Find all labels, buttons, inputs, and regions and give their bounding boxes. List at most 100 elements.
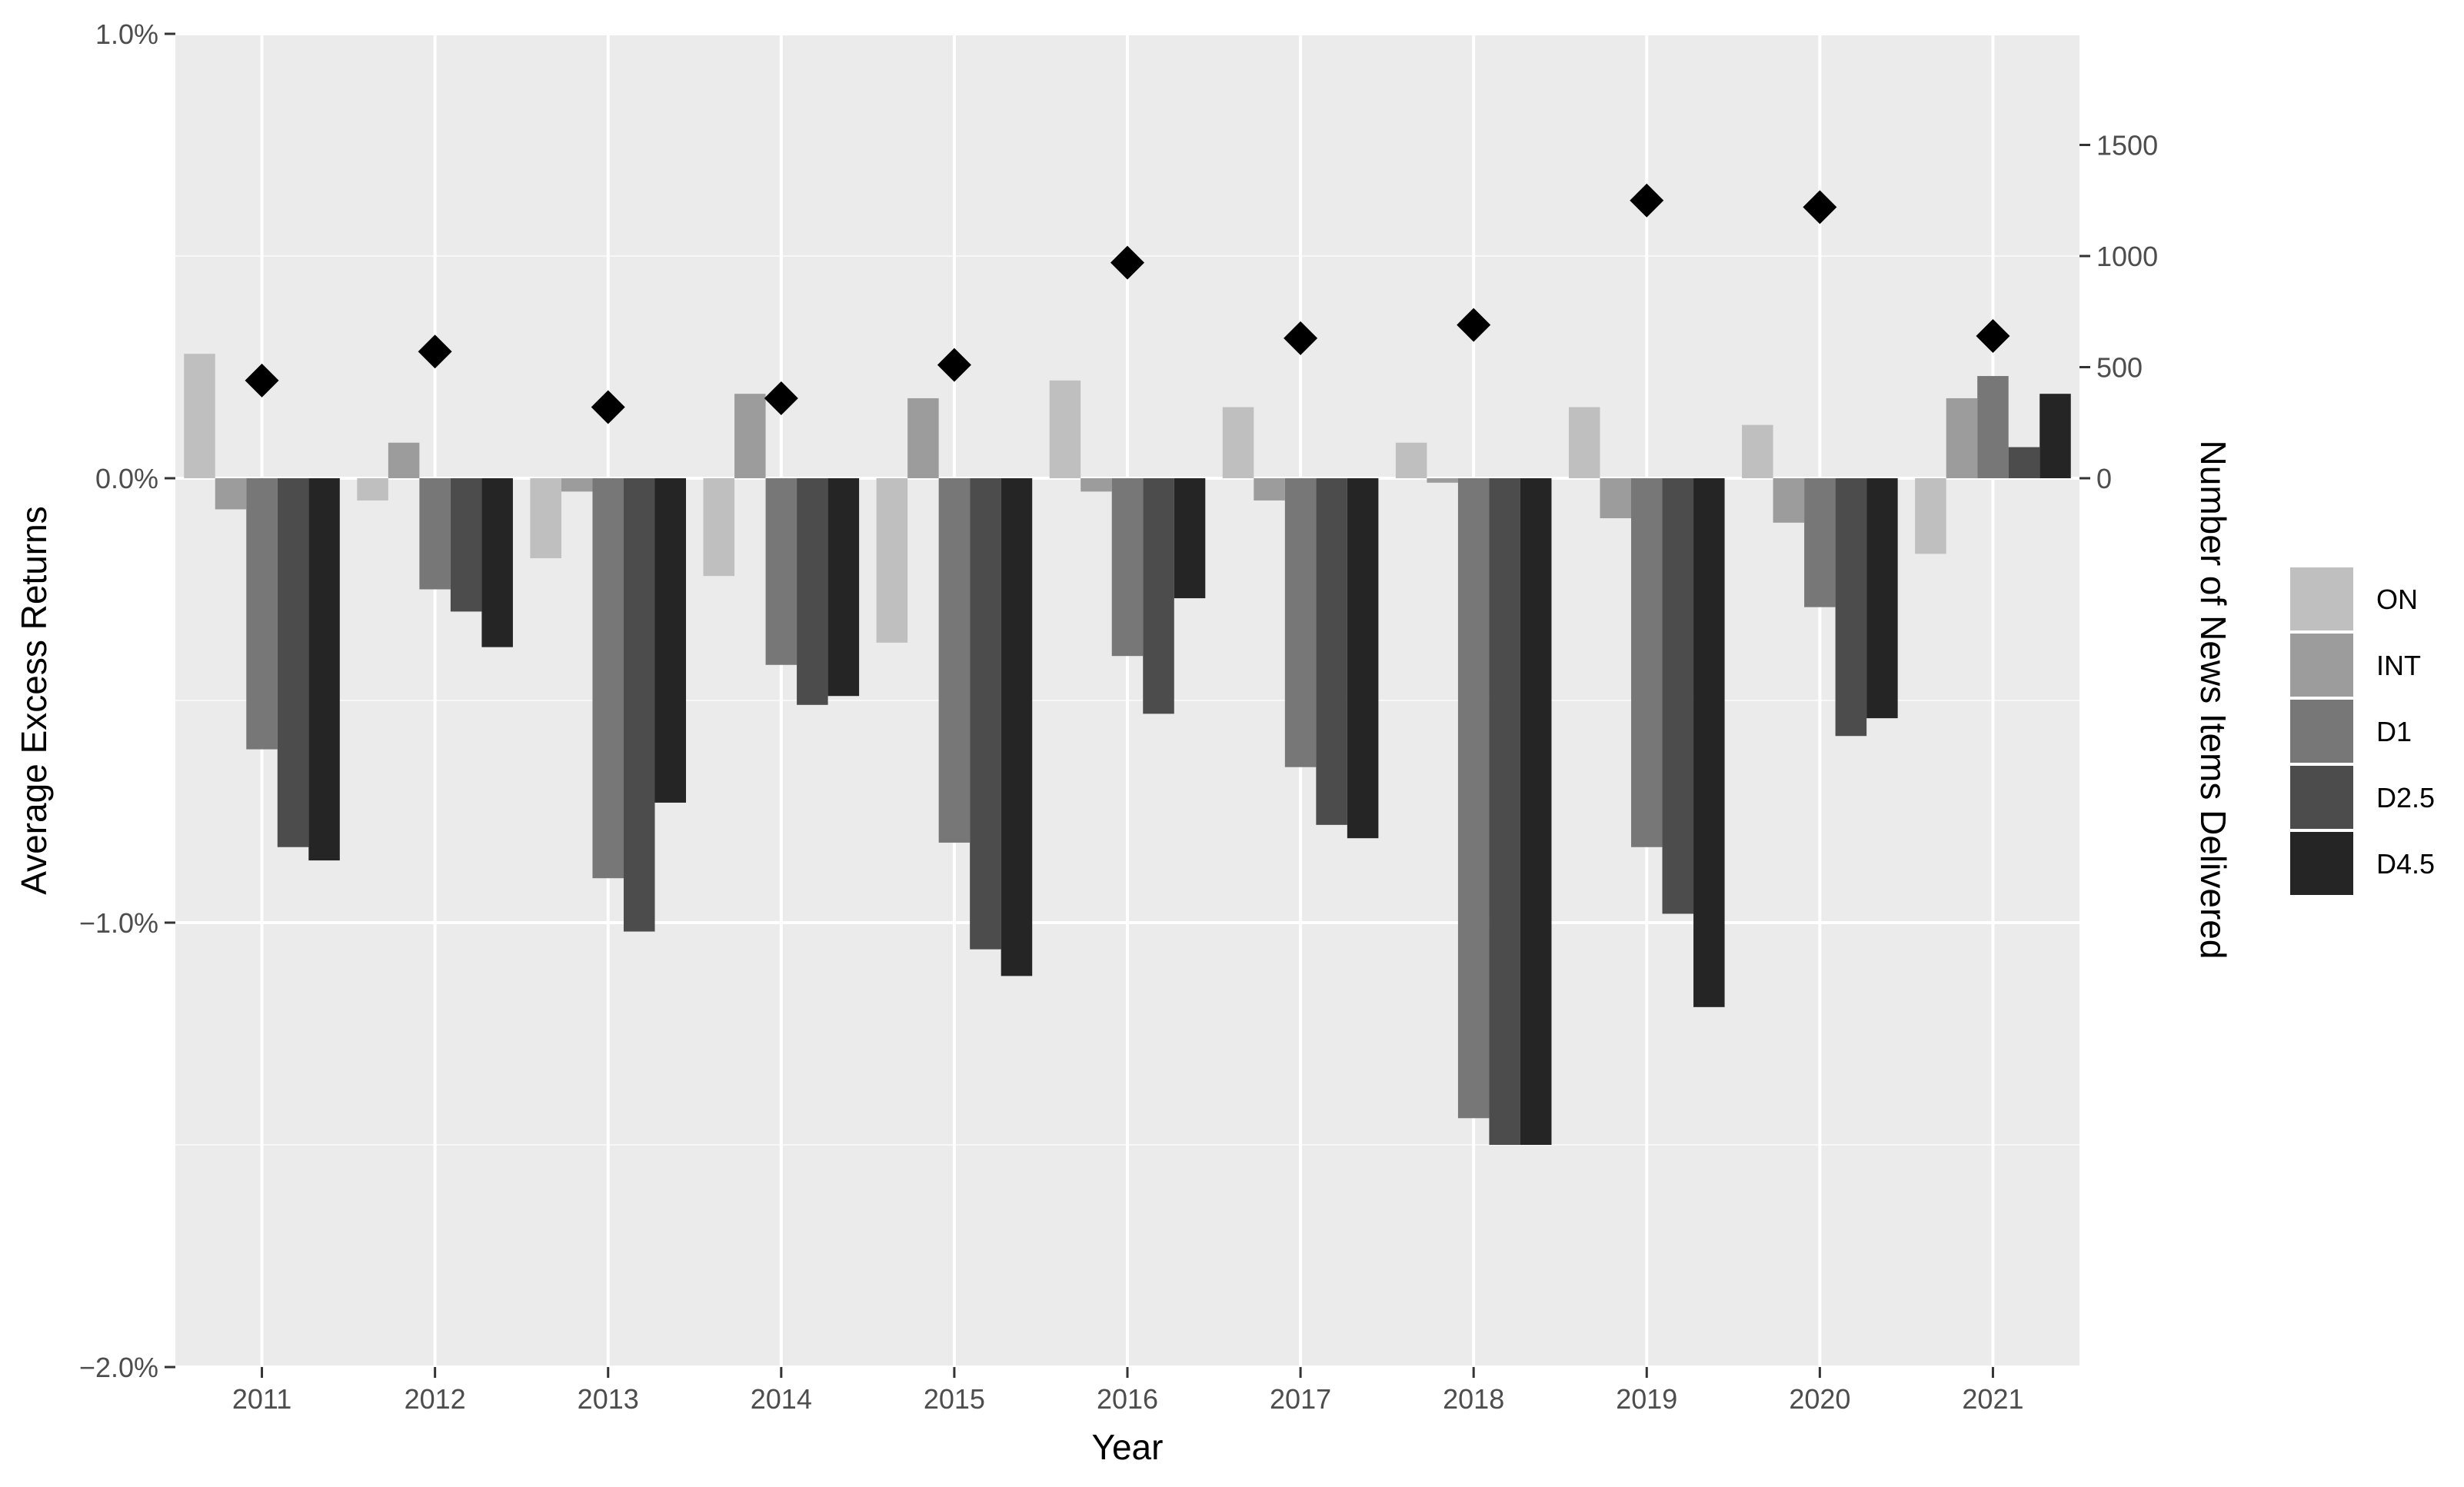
bar-d2-5-2014: [797, 478, 828, 705]
news-marker-2011: [245, 363, 279, 398]
x-tick-label: 2017: [1270, 1383, 1331, 1415]
y-tick-label: 0.0%: [95, 463, 158, 494]
news-marker-2013: [591, 390, 625, 424]
y-tick-label: 1.0%: [95, 18, 158, 50]
bar-d1-2021: [1977, 376, 2009, 478]
bar-int-2014: [734, 394, 766, 478]
bar-on-2011: [184, 354, 215, 478]
x-tick-label: 2019: [1616, 1383, 1677, 1415]
news-marker-2012: [418, 334, 452, 369]
bar-d4-5-2017: [1347, 478, 1379, 839]
bar-d2-5-2018: [1489, 478, 1520, 1145]
bar-int-2011: [215, 478, 247, 510]
bar-d2-5-2019: [1662, 478, 1694, 914]
bar-int-2020: [1773, 478, 1805, 523]
bar-d1-2013: [592, 478, 624, 879]
news-marker-2020: [1803, 190, 1837, 225]
bar-d4-5-2014: [827, 478, 860, 697]
y-tick-label: −1.0%: [79, 907, 158, 939]
legend-key-d1: [2290, 700, 2353, 763]
x-tick-label: 2021: [1962, 1383, 2023, 1415]
y2-tick-label: 500: [2096, 352, 2143, 384]
bar-d1-2012: [419, 478, 451, 590]
bar-d4-5-2012: [481, 478, 513, 647]
y-tick-label: −2.0%: [79, 1352, 158, 1383]
x-tick-label: 2018: [1443, 1383, 1504, 1415]
legend-label: D1: [2376, 716, 2412, 747]
legend-key-d2-5: [2290, 766, 2353, 829]
bar-d4-5-2021: [2039, 394, 2071, 478]
bar-d1-2011: [246, 478, 278, 750]
bar-int-2013: [561, 478, 593, 492]
y2-axis-title: Number of News Items Delivered: [2193, 441, 2233, 960]
bar-d2-5-2015: [970, 478, 1001, 950]
bar-on-2012: [357, 478, 388, 501]
bar-d2-5-2013: [623, 478, 655, 932]
bar-d1-2016: [1111, 478, 1144, 657]
bar-int-2017: [1254, 478, 1285, 501]
bar-d1-2018: [1457, 478, 1490, 1119]
bar-d2-5-2021: [2008, 447, 2040, 478]
bar-d4-5-2020: [1866, 478, 1898, 719]
legend-label: ON: [2376, 584, 2418, 615]
legend-label: D2.5: [2376, 782, 2435, 813]
y-axis-title: Average Excess Returns: [14, 506, 54, 894]
bar-d4-5-2019: [1693, 478, 1725, 1007]
bar-on-2021: [1915, 478, 1946, 554]
news-marker-2017: [1284, 321, 1318, 355]
bar-d2-5-2012: [450, 478, 482, 612]
bar-on-2018: [1395, 442, 1427, 478]
x-tick-label: 2011: [232, 1383, 291, 1415]
bar-d2-5-2011: [277, 478, 309, 847]
y2-tick-label: 1000: [2096, 241, 2158, 272]
legend-key-on: [2290, 567, 2353, 630]
bar-d4-5-2015: [1001, 478, 1033, 976]
bar-int-2015: [907, 398, 939, 478]
bar-int-2016: [1080, 478, 1112, 492]
bar-d1-2019: [1631, 478, 1663, 847]
bar-int-2018: [1427, 478, 1458, 483]
x-tick-label: 2014: [751, 1383, 812, 1415]
bar-d4-5-2016: [1174, 478, 1206, 599]
x-tick-label: 2016: [1097, 1383, 1158, 1415]
x-tick-label: 2013: [578, 1383, 639, 1415]
bar-int-2012: [388, 442, 420, 478]
bar-on-2019: [1568, 407, 1600, 478]
y2-tick-label: 0: [2096, 463, 2112, 494]
news-marker-2015: [937, 348, 971, 382]
bar-d4-5-2018: [1520, 478, 1552, 1145]
x-tick-label: 2012: [405, 1383, 466, 1415]
bar-d1-2017: [1284, 478, 1317, 767]
bar-d1-2020: [1804, 478, 1836, 607]
bar-on-2017: [1222, 407, 1254, 478]
legend-key-d4-5: [2290, 832, 2353, 895]
bar-d2-5-2016: [1143, 478, 1174, 714]
x-tick-label: 2020: [1789, 1383, 1850, 1415]
bar-d1-2014: [765, 478, 797, 665]
bar-on-2014: [703, 478, 735, 577]
bar-on-2020: [1742, 424, 1773, 478]
x-axis-title: Year: [1092, 1427, 1164, 1467]
bar-d1-2015: [938, 478, 971, 843]
bar-d2-5-2017: [1316, 478, 1347, 825]
news-marker-2019: [1630, 183, 1664, 218]
legend-label: INT: [2376, 650, 2421, 681]
bar-int-2019: [1600, 478, 1632, 519]
x-tick-label: 2015: [924, 1383, 985, 1415]
news-marker-2016: [1110, 245, 1144, 280]
bar-int-2021: [1946, 398, 1978, 478]
bar-d4-5-2013: [654, 478, 687, 803]
legend-label: D4.5: [2376, 848, 2435, 880]
news-marker-2021: [1976, 319, 2010, 354]
bar-on-2016: [1049, 380, 1081, 478]
bar-on-2013: [530, 478, 561, 559]
legend-key-int: [2290, 634, 2353, 697]
bar-on-2015: [876, 478, 908, 643]
news-marker-2014: [764, 381, 798, 415]
news-marker-2018: [1457, 308, 1491, 342]
bar-d2-5-2020: [1835, 478, 1867, 737]
y2-tick-label: 1500: [2096, 130, 2158, 161]
bar-d4-5-2011: [308, 478, 340, 861]
